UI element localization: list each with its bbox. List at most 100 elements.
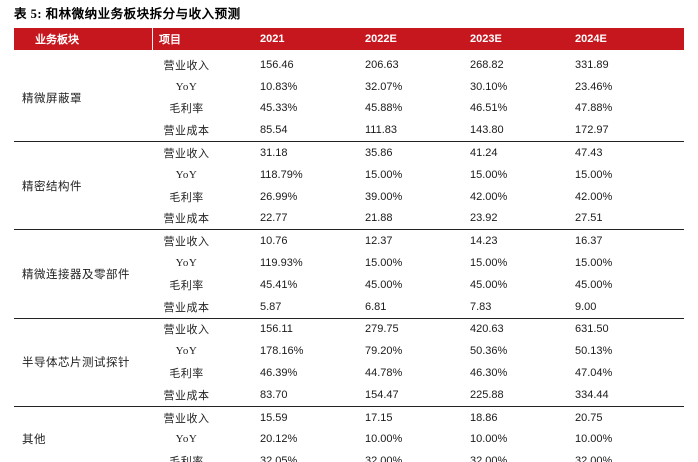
item-label: YoY — [175, 345, 198, 358]
value-cell: 50.13% — [575, 345, 613, 358]
item-label: 营业收入 — [163, 236, 210, 249]
value-cell: 7.83 — [470, 300, 492, 313]
business-segment-table: 业务板块 项目 2021 2022E 2023E 2024E 精微屏蔽罩 营业收入… — [14, 28, 684, 462]
value-cell: 5.87 — [260, 300, 282, 313]
value-cell: 46.51% — [470, 102, 508, 115]
value-cell: 22.77 — [260, 212, 288, 225]
value-cell: 45.41% — [260, 278, 298, 291]
value-cell: 172.97 — [575, 124, 609, 137]
item-label: YoY — [175, 168, 198, 181]
segment-group: 精密结构件 营业收入 31.18 35.86 41.24 47.43 YoY 118.79% 1… — [14, 142, 684, 231]
item-label: 毛利率 — [169, 279, 204, 292]
value-cell: 45.88% — [365, 102, 403, 115]
item-label: 营业成本 — [163, 213, 210, 226]
item-label: YoY — [175, 257, 198, 270]
value-cell: 79.20% — [365, 345, 403, 358]
value-cell: 42.00% — [575, 190, 613, 203]
value-cell: 32.07% — [365, 80, 403, 93]
value-cell: 154.47 — [365, 388, 399, 401]
header-item: 项目 — [152, 28, 246, 50]
value-cell: 10.76 — [260, 235, 288, 248]
value-cell: 44.78% — [365, 367, 403, 380]
value-cell: 46.30% — [470, 367, 508, 380]
header-segment: 业务板块 — [35, 34, 79, 46]
item-label: 毛利率 — [169, 368, 204, 381]
value-cell: 331.89 — [575, 58, 609, 71]
value-cell: 111.83 — [365, 124, 398, 137]
segment-label: 其他 — [22, 434, 46, 447]
value-cell: 279.75 — [365, 323, 399, 336]
header-2024e: 2024E — [575, 33, 607, 45]
value-cell: 15.59 — [260, 411, 288, 424]
value-cell: 23.92 — [470, 212, 498, 225]
value-cell: 268.82 — [470, 58, 504, 71]
value-cell: 6.81 — [365, 300, 387, 313]
segment-group: 半导体芯片测试探针 营业收入 156.11 279.75 420.63 631.50 YoY… — [14, 319, 684, 407]
segment-group: 精微连接器及零部件 营业收入 10.76 12.37 14.23 16.37 YoY 119.… — [14, 230, 684, 319]
value-cell: 12.37 — [365, 235, 393, 248]
item-label: 营业成本 — [163, 301, 210, 314]
value-cell: 20.75 — [575, 411, 603, 424]
value-cell: 41.24 — [470, 147, 498, 160]
segment-group: 其他 营业收入 15.59 17.15 18.86 20.75 YoY 20.12% 10.00… — [14, 407, 684, 462]
value-cell: 47.88% — [575, 102, 613, 115]
table-body: 精微屏蔽罩 营业收入 156.46 206.63 268.82 331.89 YoY 10.8… — [14, 54, 684, 462]
value-cell: 143.80 — [470, 124, 504, 137]
value-cell: 20.12% — [260, 433, 298, 446]
segment-group: 精微屏蔽罩 营业收入 156.46 206.63 268.82 331.89 YoY 10.8… — [14, 54, 684, 143]
value-cell: 225.88 — [470, 388, 504, 401]
value-cell: 334.44 — [575, 388, 609, 401]
header-2022e: 2022E — [365, 33, 397, 45]
item-label: 营业收入 — [163, 324, 210, 337]
item-label: YoY — [175, 433, 198, 446]
value-cell: 156.11 — [260, 323, 293, 336]
value-cell: 30.10% — [470, 80, 508, 93]
header-2023e: 2023E — [470, 33, 502, 45]
value-cell: 32.00% — [575, 455, 613, 462]
value-cell: 119.93% — [260, 257, 303, 270]
item-label: 营业收入 — [163, 59, 210, 72]
value-cell: 85.54 — [260, 124, 288, 137]
segment-label: 半导体芯片测试探针 — [22, 357, 130, 370]
value-cell: 45.33% — [260, 102, 298, 115]
value-cell: 206.63 — [365, 58, 399, 71]
value-cell: 32.05% — [260, 455, 298, 462]
value-cell: 178.16% — [260, 345, 304, 358]
value-cell: 45.00% — [365, 278, 403, 291]
value-cell: 10.00% — [470, 433, 508, 446]
value-cell: 16.37 — [575, 235, 603, 248]
value-cell: 42.00% — [470, 190, 508, 203]
segment-label: 精密结构件 — [22, 180, 82, 193]
value-cell: 35.86 — [365, 147, 393, 160]
value-cell: 32.00% — [470, 455, 508, 462]
value-cell: 9.00 — [575, 300, 597, 313]
item-label: 毛利率 — [169, 103, 204, 116]
item-label: 营业收入 — [163, 412, 210, 425]
value-cell: 15.00% — [470, 168, 508, 181]
value-cell: 39.00% — [365, 190, 403, 203]
value-cell: 156.46 — [260, 58, 294, 71]
segment-label: 精微连接器及零部件 — [22, 268, 130, 281]
value-cell: 26.99% — [260, 190, 298, 203]
value-cell: 50.36% — [470, 345, 508, 358]
item-label: 营业收入 — [163, 148, 210, 161]
header-2021: 2021 — [260, 33, 285, 45]
value-cell: 32.00% — [365, 455, 403, 462]
value-cell: 10.00% — [575, 433, 613, 446]
item-label: 营业成本 — [163, 389, 210, 402]
value-cell: 83.70 — [260, 388, 288, 401]
value-cell: 45.00% — [575, 278, 613, 291]
table-title: 表 5: 和林微纳业务板块拆分与收入预测 — [14, 7, 241, 21]
value-cell: 47.43 — [575, 147, 603, 160]
value-cell: 23.46% — [575, 80, 613, 93]
value-cell: 10.00% — [365, 433, 403, 446]
value-cell: 631.50 — [575, 323, 609, 336]
value-cell: 15.00% — [365, 257, 403, 270]
value-cell: 31.18 — [260, 147, 288, 160]
value-cell: 15.00% — [470, 257, 508, 270]
value-cell: 118.79% — [260, 168, 303, 181]
item-label: 毛利率 — [169, 191, 204, 204]
value-cell: 21.88 — [365, 212, 393, 225]
segment-label: 精微屏蔽罩 — [22, 92, 82, 105]
